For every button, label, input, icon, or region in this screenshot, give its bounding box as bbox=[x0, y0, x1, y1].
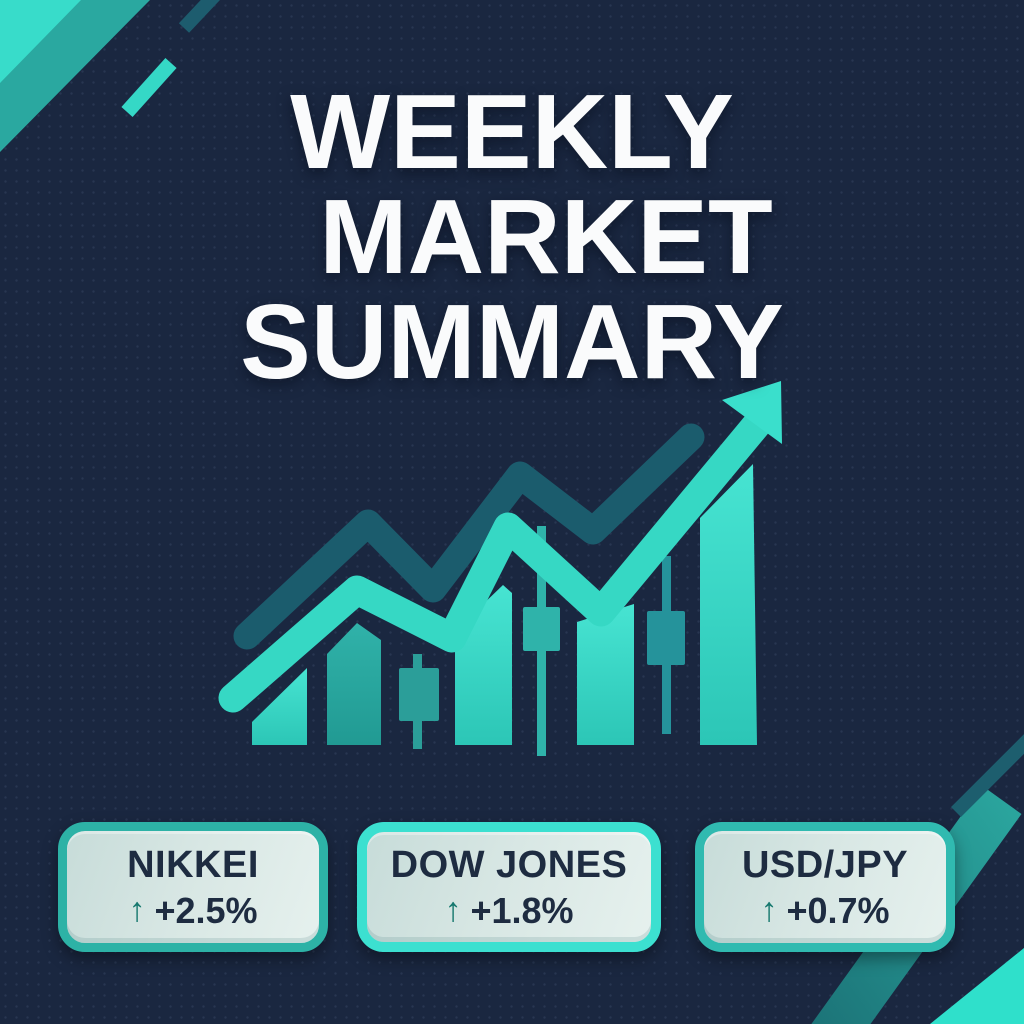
bright-trend-line bbox=[218, 408, 773, 713]
bar-1 bbox=[252, 668, 307, 745]
up-arrow-icon: ↑ bbox=[444, 890, 462, 929]
bar-4 bbox=[577, 604, 634, 745]
up-arrow-icon: ↑ bbox=[760, 890, 778, 929]
change-value: +0.7% bbox=[786, 889, 890, 931]
change-value: +1.8% bbox=[470, 889, 574, 931]
bottom-right-corner-triangle bbox=[930, 948, 1024, 1024]
change-value: +2.5% bbox=[154, 889, 258, 931]
title-line-2: MARKET bbox=[319, 178, 773, 296]
index-change: ↑ +2.5% bbox=[128, 889, 258, 931]
top-left-bright-dash bbox=[121, 57, 177, 118]
bottom-right-dark-dash bbox=[951, 734, 1024, 817]
candlestick-3-body bbox=[647, 611, 685, 665]
up-arrow-icon: ↑ bbox=[128, 890, 146, 929]
index-card-nikkei: NIKKEI ↑ +2.5% bbox=[58, 822, 328, 952]
index-cards-row: NIKKEI ↑ +2.5% DOW JONES ↑ +1.8% USD/JPY… bbox=[58, 822, 958, 952]
candlestick-1-body bbox=[399, 668, 439, 721]
bar-2 bbox=[327, 623, 381, 745]
up-right-arrowhead-icon bbox=[722, 381, 782, 444]
dark-trend-line bbox=[233, 423, 705, 650]
index-name: NIKKEI bbox=[127, 843, 259, 886]
top-left-corner-triangle bbox=[0, 0, 81, 83]
title-line-1: WEEKLY bbox=[290, 73, 734, 191]
bar-5 bbox=[700, 464, 757, 745]
index-name: USD/JPY bbox=[741, 843, 909, 886]
title-line-3: SUMMARY bbox=[240, 283, 784, 401]
title-block: WEEKLY MARKET SUMMARY bbox=[0, 73, 1024, 401]
index-name: DOW JONES bbox=[390, 843, 628, 886]
index-card-usd-jpy: USD/JPY ↑ +0.7% bbox=[695, 822, 955, 952]
index-change: ↑ +0.7% bbox=[760, 889, 890, 931]
candlestick-2-body bbox=[523, 607, 560, 651]
top-left-dark-dash bbox=[178, 0, 220, 33]
index-change: ↑ +1.8% bbox=[444, 889, 574, 931]
index-card-dow-jones: DOW JONES ↑ +1.8% bbox=[357, 822, 661, 952]
